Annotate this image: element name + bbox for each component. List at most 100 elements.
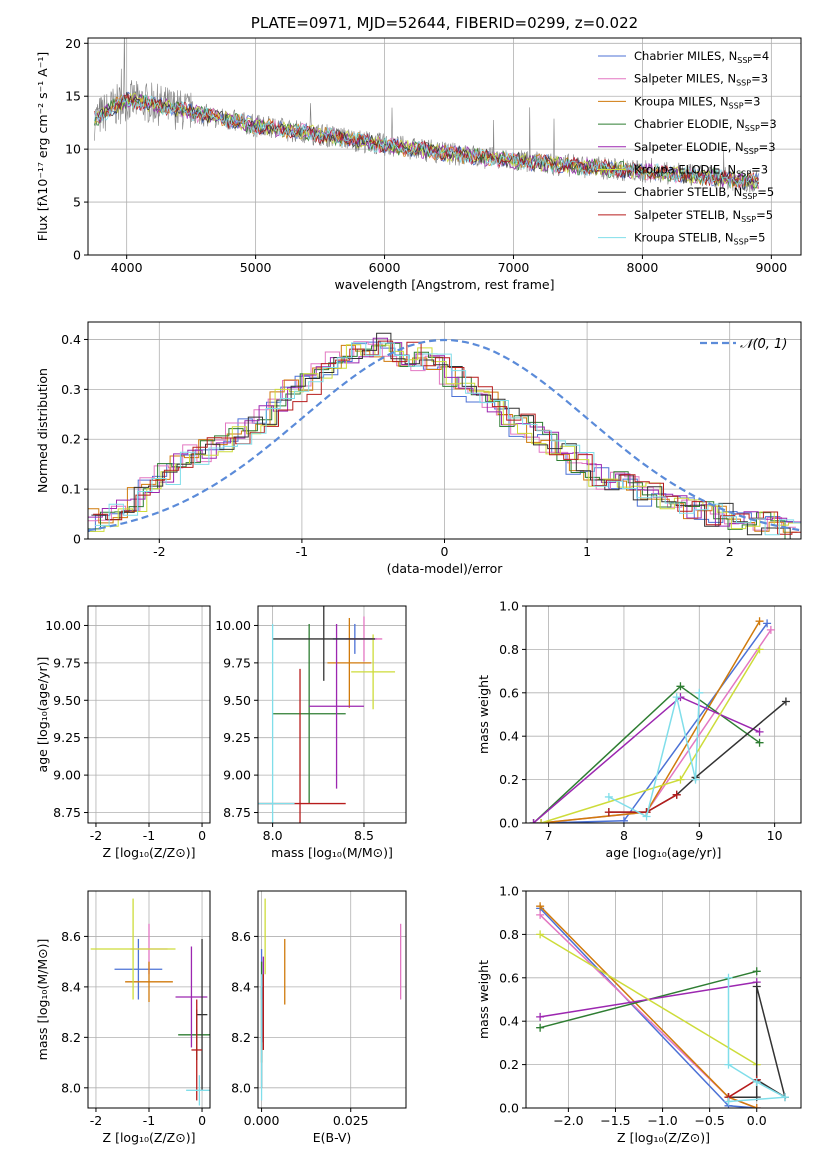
y-tick-label: 0.2: [61, 432, 81, 447]
y-tick-label: 0.2: [499, 772, 519, 787]
legend-label: Chabrier STELIB, N: [634, 185, 742, 199]
y-axis-label: Normed distribution: [35, 368, 50, 493]
legend-sub: SSP: [737, 56, 752, 65]
plus-marker: [536, 1012, 545, 1021]
plus-marker: [724, 973, 733, 982]
plus-marker: [780, 1093, 789, 1102]
x-axis-label: Z [log₁₀(Z/Z⊙)]: [617, 1130, 710, 1145]
errorbar-point: [186, 1075, 210, 1106]
legend-label: Salpeter ELODIE, N: [634, 140, 744, 154]
plus-marker: [536, 910, 545, 919]
legend-sub: SSP: [736, 170, 751, 179]
errorbar-point: [125, 627, 183, 651]
plus-marker: [724, 1060, 733, 1069]
x-tick-label: 6000: [369, 260, 401, 275]
plus-marker: [676, 775, 685, 784]
chart-title: PLATE=0971, MJD=52644, FIBERID=0299, z=0…: [251, 14, 638, 32]
histogram-9: [94, 342, 801, 536]
axes-6: -2 -1 0 8.0 8.2 8.4 8.6 Z [log₁₀(Z/Z⊙)] mass [lo…: [35, 890, 211, 1145]
normal-curve: [88, 338, 801, 532]
errorbar-point: [196, 938, 208, 1091]
mass-weight-series-5: [533, 696, 760, 823]
y-tick-label: 0.4: [61, 332, 81, 347]
y-tick-label: 8.75: [223, 805, 251, 820]
errorbar-point: [133, 621, 154, 657]
y-axis-label: Flux [fλ10⁻¹⁷ erg cm⁻² s⁻¹ A⁻¹]: [35, 52, 50, 241]
y-tick-label: 0.4: [499, 729, 519, 744]
histogram-6: [89, 344, 801, 532]
y-tick-label: 5: [73, 195, 81, 210]
y-axis-label: mass weight: [476, 675, 491, 754]
x-axis-label: Z [log₁₀(Z/Z⊙)]: [103, 1130, 196, 1145]
mass-weight-series-8: [608, 794, 678, 813]
y-tick-label: 10.00: [45, 618, 81, 633]
y-tick-label: 0.6: [499, 685, 519, 700]
plus-marker: [695, 688, 704, 697]
y-tick-label: 8.75: [53, 805, 81, 820]
plus-marker: [536, 930, 545, 939]
legend-sub: SSP: [734, 238, 749, 247]
y-tick-label: 9.50: [223, 693, 251, 708]
plus-marker: [752, 1077, 761, 1086]
x-tick-label: -1: [143, 828, 155, 843]
axes-4: 8.0 8.5 8.75 9.00 9.25 9.50 9.75 10.00 mass [log…: [215, 605, 407, 860]
axes-8: −2.0 −1.5 −1.0 −0.5 0.0 0.0 0.2 0.4 0.6 0.8 1.0 Z […: [476, 884, 802, 1145]
y-tick-label: 0.8: [499, 642, 519, 657]
axes-7: 0.000 0.025 8.0 8.2 8.4 8.6 E(B-V): [231, 890, 407, 1145]
x-axis-label: age [log₁₀(age/yr)]: [606, 845, 722, 860]
plus-marker: [691, 775, 700, 784]
x-tick-label: -1: [296, 544, 308, 559]
errorbar-point: [90, 898, 176, 1000]
spectrum-lines: [94, 38, 759, 193]
errorbar-point: [272, 606, 375, 681]
plus-marker: [755, 738, 764, 747]
legend-label: 𝒩(0, 1): [740, 337, 787, 352]
y-tick-label: 9.00: [223, 768, 251, 783]
legend-suffix: =4: [752, 49, 769, 63]
legend-sub: SSP: [729, 101, 744, 110]
plus-marker: [672, 693, 681, 702]
x-axis-label: E(B-V): [313, 1130, 352, 1145]
x-axis-label: wavelength [Angstrom, rest frame]: [334, 277, 554, 292]
legend-sub: SSP: [736, 79, 751, 88]
plus-marker: [763, 619, 772, 628]
y-tick-label: 1.0: [499, 884, 519, 899]
mass-weight-series-8: [728, 1079, 758, 1098]
model-spectrum-9: [94, 94, 759, 188]
plus-marker: [537, 819, 546, 823]
y-tick-label: 15: [65, 89, 81, 104]
mass-weight-series-7: [608, 700, 787, 813]
errorbar-point: [114, 938, 163, 1000]
plus-marker: [752, 982, 761, 991]
mass-weight-series-6: [539, 933, 758, 1066]
axes-1: PLATE=0971, MJD=52644, FIBERID=0299, z=0…: [35, 14, 802, 292]
errorbar-point: [178, 624, 205, 789]
plus-marker: [752, 1104, 761, 1108]
legend-suffix: =5: [756, 208, 773, 222]
plus-marker: [755, 645, 764, 654]
legend-label: Kroupa MILES, N: [634, 94, 729, 108]
histograms: [88, 332, 801, 539]
x-tick-label: −1.0: [647, 1113, 677, 1128]
x-tick-label: 8: [620, 828, 628, 843]
x-tick-label: 8.5: [354, 828, 374, 843]
x-tick-label: -2: [90, 1113, 102, 1128]
y-tick-label: 0.0: [499, 1101, 519, 1116]
legend-label: Kroupa ELODIE, N: [634, 163, 736, 177]
x-tick-label: 0: [198, 1113, 206, 1128]
plus-marker: [781, 697, 790, 706]
legend-entry: Kroupa MILES, NSSP=3: [634, 94, 760, 110]
x-tick-label: −0.5: [694, 1113, 724, 1128]
y-tick-label: 0: [73, 248, 81, 263]
legend-sub: SSP: [744, 147, 759, 156]
legend-entry: Chabrier STELIB, NSSP=5: [634, 185, 774, 201]
axes-frame: [525, 890, 802, 1109]
axes-frame: [257, 605, 407, 824]
y-tick-label: 10.00: [215, 618, 251, 633]
histogram-7: [91, 332, 801, 539]
mass-weight-lines: [529, 617, 790, 823]
plus-marker: [642, 812, 651, 821]
legend-label: Chabrier ELODIE, N: [634, 117, 745, 131]
axes-frame: [525, 605, 802, 824]
